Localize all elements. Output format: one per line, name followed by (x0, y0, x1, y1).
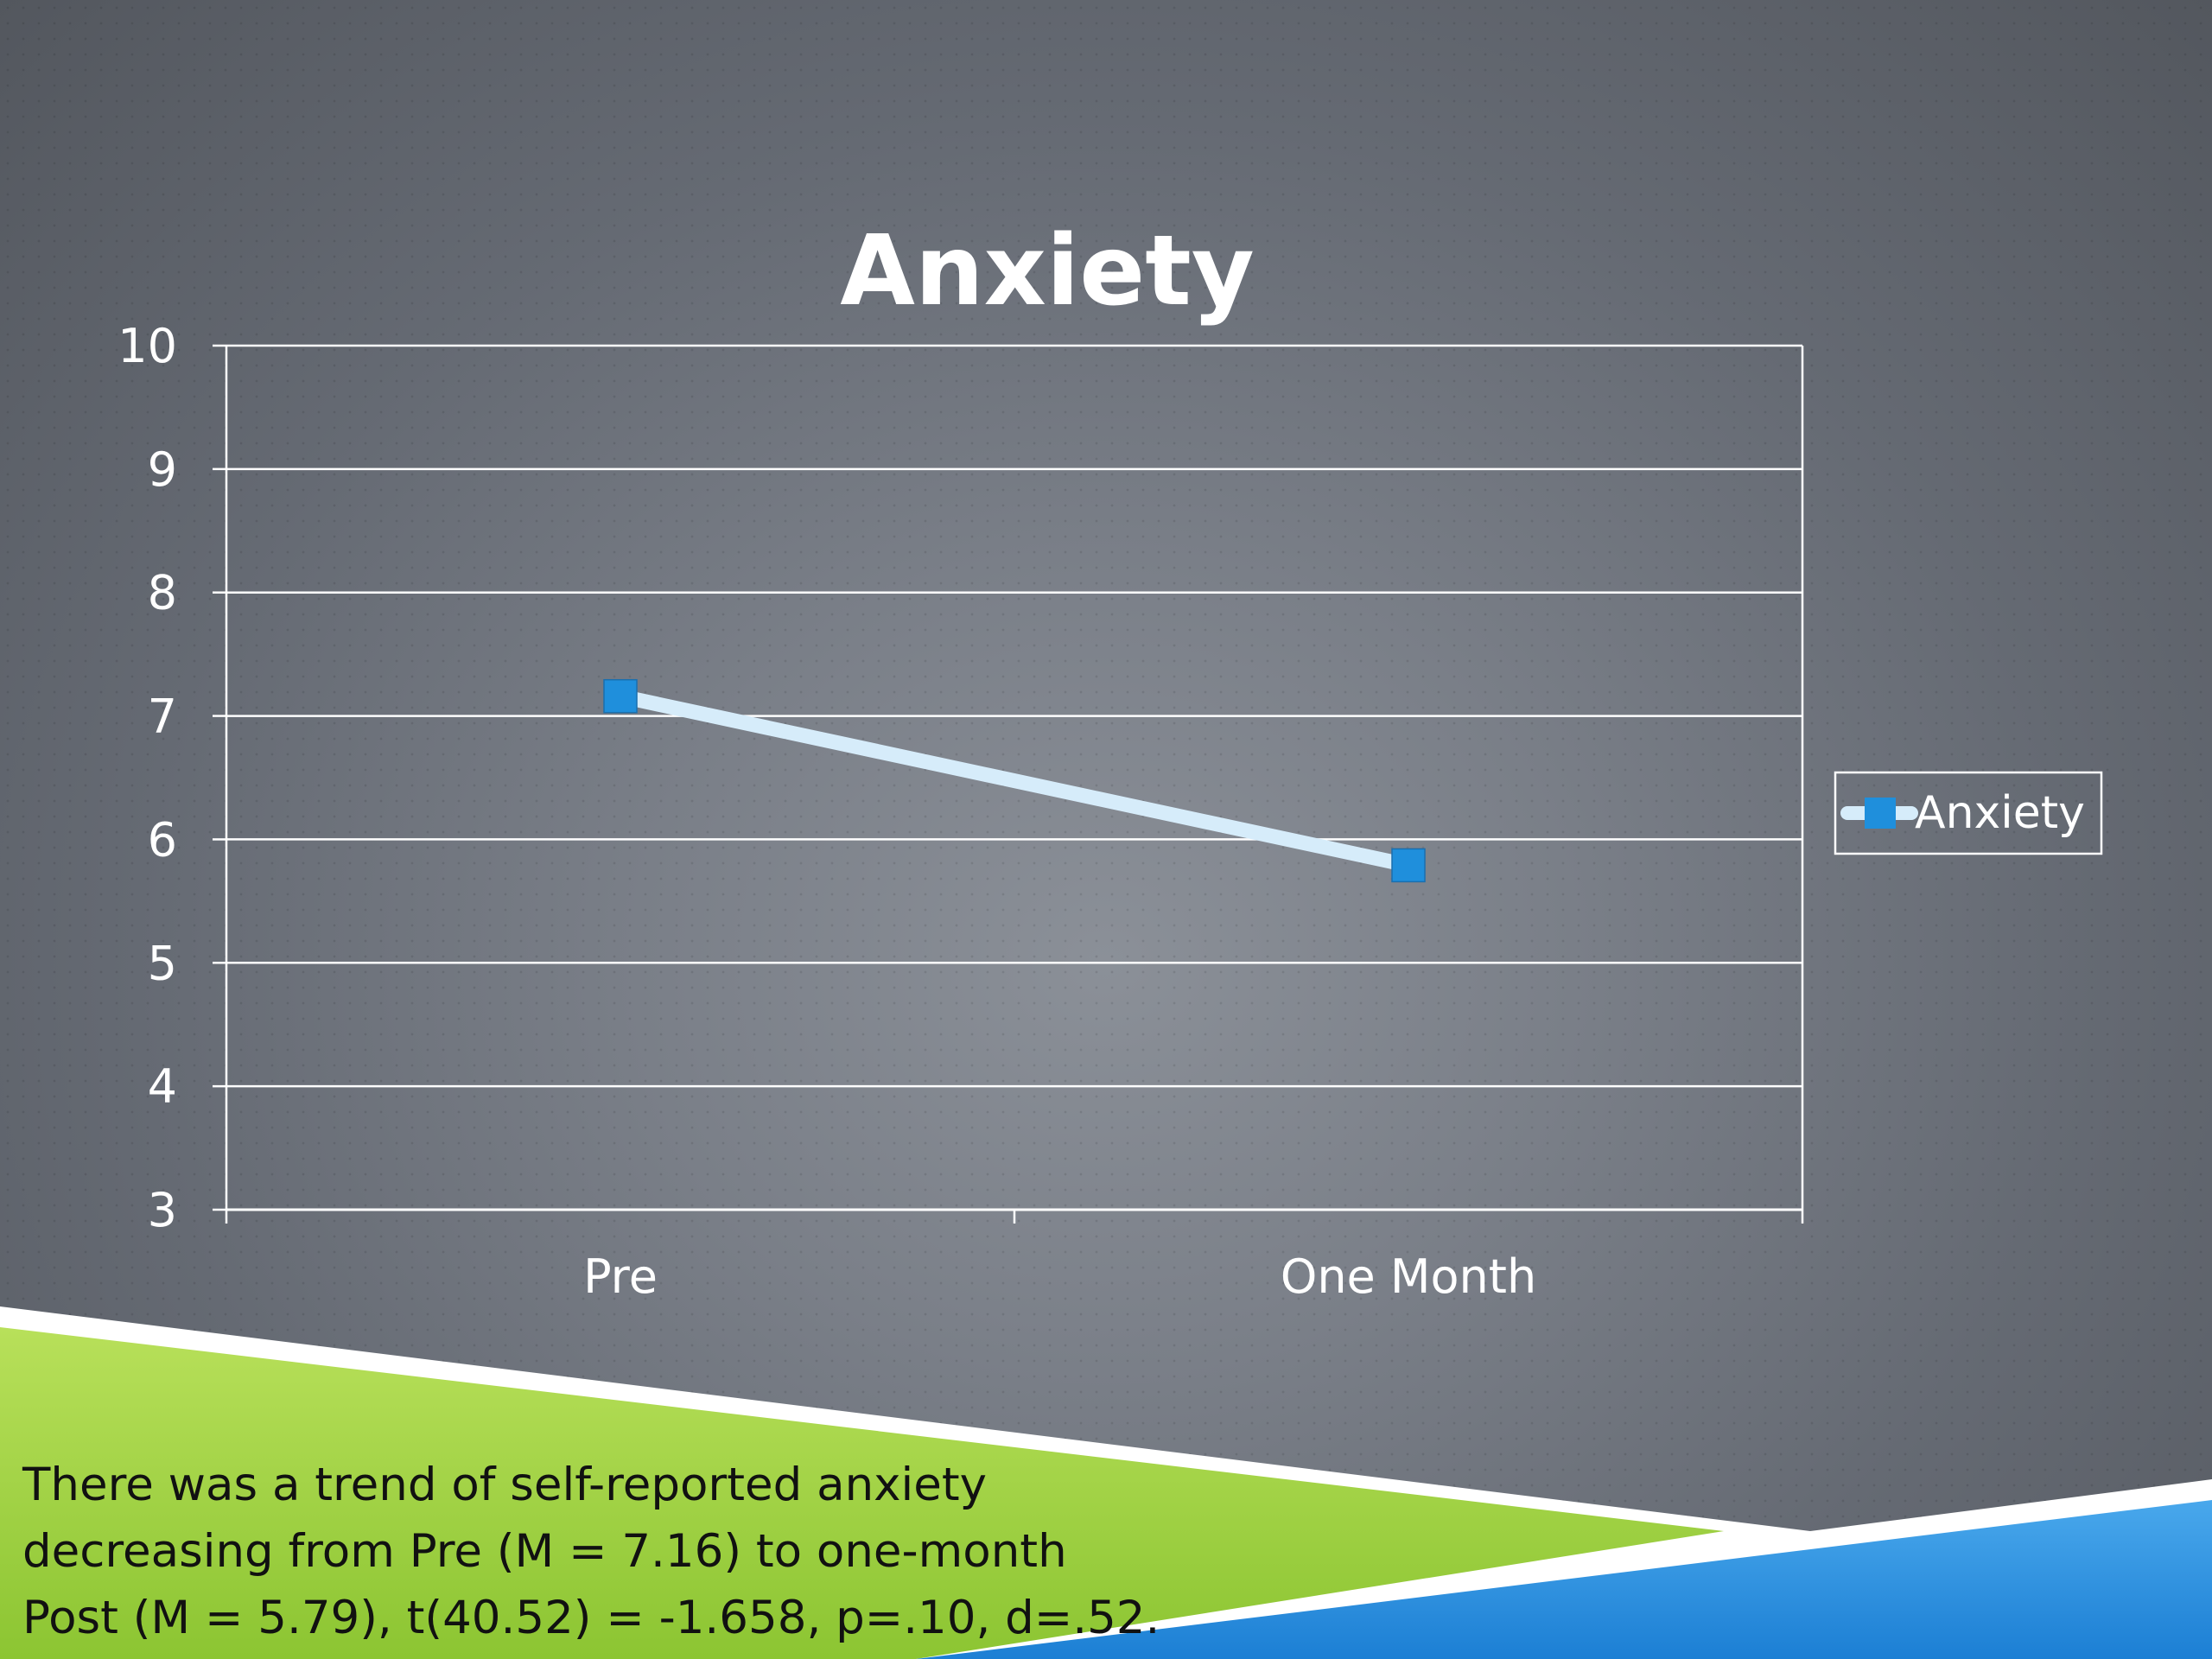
caption-line-2: decreasing from Pre (M = 7.16) to one-mo… (22, 1525, 1067, 1578)
findings-caption: There was a trend of self-reported anxie… (22, 1452, 1232, 1651)
series-line-0 (613, 689, 1416, 873)
y-tick-label-5: 5 (148, 936, 177, 990)
axes (213, 344, 1804, 1224)
x-tick-label-0: Pre (583, 1249, 658, 1304)
y-tick-label-10: 10 (118, 319, 177, 373)
y-tick-label-9: 9 (148, 442, 177, 497)
chart-title: Anxiety (840, 215, 1255, 327)
y-tick-label-4: 4 (148, 1059, 177, 1114)
data-point-one-month (1391, 848, 1426, 883)
x-tick-label-1: One Month (1281, 1249, 1536, 1304)
y-tick-label-7: 7 (148, 690, 177, 744)
y-tick-label-8: 8 (148, 566, 177, 620)
caption-line-3: Post (M = 5.79), t(40.52) = -1.658, p=.1… (22, 1592, 1160, 1644)
legend-box (1834, 771, 2103, 855)
caption-line-1: There was a trend of self-reported anxie… (22, 1459, 988, 1511)
legend-label: Anxiety (1915, 787, 2085, 839)
x-tick-labels: Pre One Month (583, 1249, 1536, 1304)
green-band (0, 1327, 1724, 1659)
gridlines (226, 344, 1802, 1088)
legend-marker (1865, 798, 1896, 829)
y-tick-label-3: 3 (148, 1183, 177, 1237)
legend: Anxiety (1834, 771, 2103, 855)
data-point-pre (603, 678, 638, 714)
series-anxiety (603, 678, 1426, 883)
y-tick-labels: 3 4 5 6 7 8 9 10 (118, 319, 177, 1237)
y-tick-label-6: 6 (148, 812, 177, 867)
blue-band (916, 1500, 2212, 1659)
